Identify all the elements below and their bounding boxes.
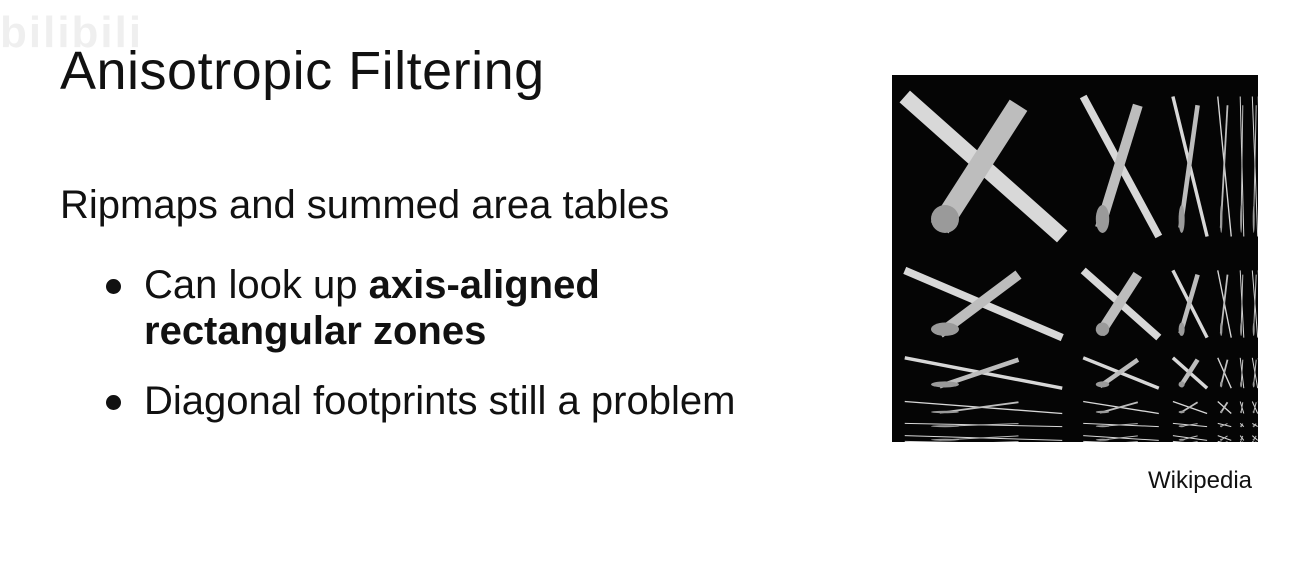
ripmap-tile (1252, 440, 1257, 442)
ripmap-tile (1239, 401, 1245, 414)
bullet-dot-icon (106, 395, 121, 410)
ripmap-tile (1217, 96, 1232, 237)
slide-subtitle: Ripmaps and summed area tables (60, 183, 670, 227)
ripmap-tile (1172, 400, 1208, 415)
ripmap-tile (1217, 422, 1232, 428)
ripmap-satellite-image (892, 75, 1258, 442)
ripmap-tile (1217, 440, 1228, 442)
ripmap-tile (1079, 94, 1163, 239)
ripmap-tile (1083, 400, 1159, 415)
ripmap-tile (904, 440, 1019, 442)
ripmap-tile (904, 400, 1063, 415)
bullet-dot-icon (106, 279, 121, 294)
image-credit: Wikipedia (1147, 467, 1252, 494)
ripmap-tile (1083, 440, 1138, 442)
ripmap-tile (899, 90, 1068, 243)
ripmap-tile (904, 435, 1063, 441)
ripmap-tile (1251, 435, 1258, 441)
ripmap-tile (903, 266, 1064, 342)
ripmap-tile (904, 356, 1063, 390)
ripmap-tile (1239, 270, 1245, 338)
ripmap-tile (1171, 356, 1209, 390)
slide-title: Anisotropic Filtering (60, 41, 545, 101)
ripmap-tile (1172, 435, 1208, 441)
ripmap-tile (1239, 96, 1245, 237)
ripmap-tile (1239, 423, 1245, 428)
ripmap-tile (1239, 435, 1245, 441)
ripmap-tile (1080, 267, 1162, 341)
bullet-text: Can look up (144, 263, 369, 307)
ripmap-tile (1252, 422, 1258, 428)
ripmap-tile (904, 422, 1063, 428)
ripmap-tile (1083, 422, 1159, 428)
ripmap-tile (1171, 96, 1209, 237)
ripmap-tile (1239, 357, 1245, 389)
ripmap-tile (1217, 435, 1232, 441)
ripmap-graphic (899, 90, 1258, 442)
ripmap-tile (1171, 269, 1209, 339)
ripmap-tile (1217, 400, 1232, 415)
ripmap-tile (1217, 270, 1232, 338)
bullet-item: Can look up axis-aligned rectangular zon… (100, 262, 820, 354)
ripmap-tile (1251, 357, 1258, 389)
bullet-item: Diagonal footprints still a problem (100, 378, 820, 424)
ripmap-tile (1082, 356, 1160, 390)
bullet-text: Diagonal footprints still a problem (144, 379, 736, 423)
ripmap-tile (1083, 435, 1159, 441)
bullet-list: Can look up axis-aligned rectangular zon… (100, 262, 820, 448)
ripmap-tile (1251, 401, 1258, 414)
ripmap-tile (1172, 422, 1208, 428)
ripmap-tile (1251, 270, 1258, 338)
ripmap-tile (1172, 440, 1198, 442)
ripmap-tile (1239, 441, 1244, 442)
bullet-bold-text: axis-aligned rectangular zones (144, 263, 600, 353)
ripmap-tile (1251, 96, 1258, 237)
video-watermark: bilibili (0, 8, 144, 57)
ripmap-tile (1217, 357, 1232, 389)
